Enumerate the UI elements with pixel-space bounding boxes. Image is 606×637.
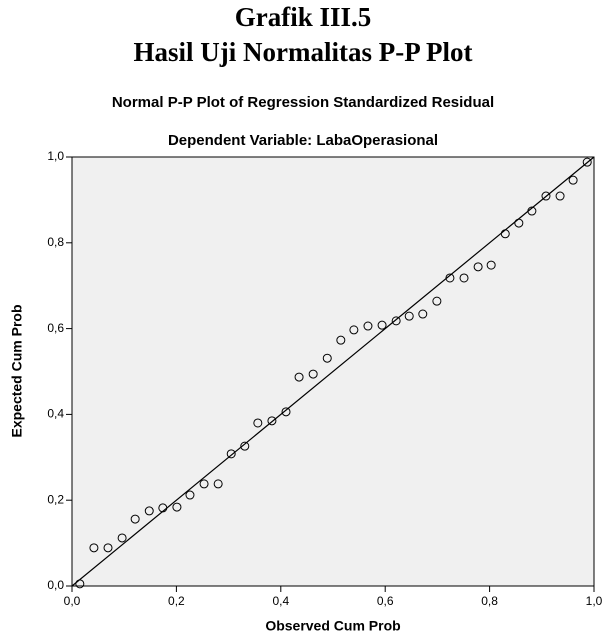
point [363, 321, 373, 331]
point [281, 407, 291, 417]
point [568, 175, 578, 185]
x-tick-label: 0,8 [481, 594, 498, 608]
y-tick-label: 0,2 [47, 492, 64, 506]
point [404, 311, 414, 321]
point [240, 441, 250, 451]
point [336, 335, 346, 345]
y-tick-label: 0,4 [47, 407, 64, 421]
y-tick-label: 0,0 [47, 578, 64, 592]
point [459, 273, 469, 283]
reference-line [71, 156, 595, 587]
point [308, 369, 318, 379]
x-tick-label: 0,2 [168, 594, 185, 608]
point [555, 191, 565, 201]
point [445, 273, 455, 283]
y-axis-label: Expected Cum Prob [9, 304, 25, 437]
point [117, 533, 127, 543]
chart-subtitle: Dependent Variable: LabaOperasional [168, 132, 438, 149]
figure-number: Grafik III.5 [235, 2, 372, 32]
point [226, 449, 236, 459]
x-tick-label: 0,4 [272, 594, 289, 608]
point [582, 157, 592, 167]
point [253, 418, 263, 428]
point [432, 296, 442, 306]
point [418, 309, 428, 319]
y-tick-label: 0,8 [47, 235, 64, 249]
point [541, 191, 551, 201]
y-tick-label: 1,0 [47, 149, 64, 163]
point [377, 320, 387, 330]
chart-title: Normal P-P Plot of Regression Standardiz… [112, 94, 494, 111]
x-tick-label: 1,0 [586, 594, 603, 608]
point [294, 372, 304, 382]
point [144, 506, 154, 516]
figure-caption: Hasil Uji Normalitas P-P Plot [134, 37, 473, 67]
point [75, 579, 85, 589]
point [199, 479, 209, 489]
point [391, 316, 401, 326]
x-axis-label: Observed Cum Prob [265, 618, 400, 634]
point [103, 543, 113, 553]
y-tick-label: 0,6 [47, 321, 64, 335]
point [500, 229, 510, 239]
point [89, 543, 99, 553]
x-tick-label: 0,6 [377, 594, 394, 608]
point [486, 260, 496, 270]
point [322, 353, 332, 363]
point [527, 206, 537, 216]
point [213, 479, 223, 489]
point [349, 325, 359, 335]
point [158, 503, 168, 513]
point [185, 490, 195, 500]
x-tick-label: 0,0 [64, 594, 81, 608]
point [130, 514, 140, 524]
point [267, 416, 277, 426]
point [172, 502, 182, 512]
point [473, 262, 483, 272]
point [514, 218, 524, 228]
